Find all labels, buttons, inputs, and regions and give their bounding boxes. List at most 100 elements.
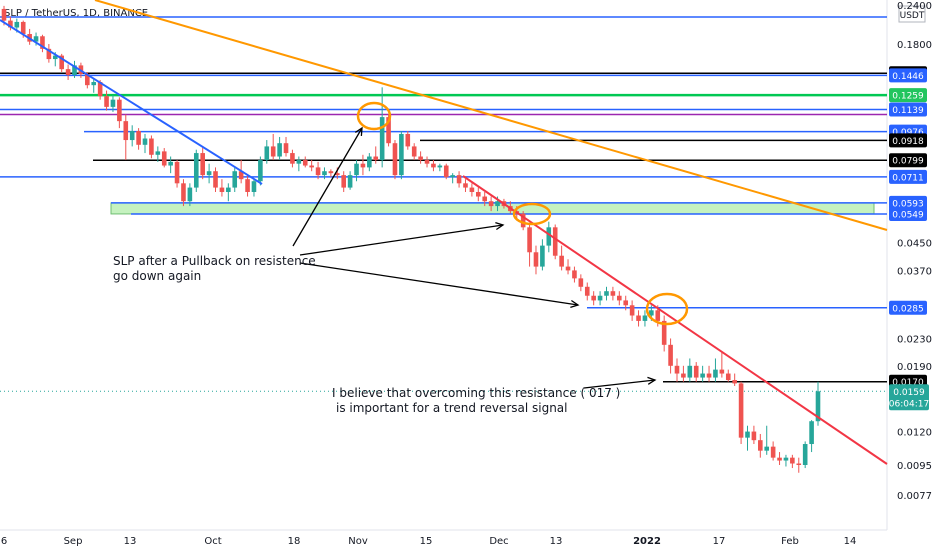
candle-body [687,365,693,378]
price-tick-label: 0.2400 [897,1,932,12]
candle-body [142,138,148,145]
candle-body [283,143,289,154]
candle-body [97,82,103,97]
candle-body [277,143,282,157]
candle-body [411,146,417,157]
candle-body [655,310,661,321]
candle-body [155,151,161,155]
candle-body [565,266,571,271]
highlight-circle [356,101,392,131]
price-tag-label: 0.0549 [892,210,924,220]
price-tag [889,195,927,210]
candle-body [405,133,411,147]
price-tag-label: 0.0918 [892,137,924,147]
time-tick-label: Nov [348,536,368,547]
candle-body [309,165,314,168]
candle-body [668,344,673,366]
candle-body [540,245,545,267]
candle-body [33,36,39,42]
currency-badge[interactable] [898,5,926,23]
last-price-tag [889,384,929,411]
candle-body [386,117,391,144]
candle-body [629,305,635,316]
price-tag-label: 0.0976 [892,128,924,138]
price-tag [889,300,927,315]
price-tag-label: 0.0593 [892,199,924,209]
price-tick-label: 0.0450 [897,238,932,249]
candle-body [72,65,77,75]
candle-body [399,133,404,176]
candle-body [482,196,488,202]
candle-body [270,146,276,157]
candle-body [238,171,244,180]
candle-body [315,167,321,176]
candle-body [129,131,135,141]
time-tick-label: Oct [204,536,221,547]
candle-body [322,171,327,176]
time-tick-label: 17 [713,536,726,547]
candle-body [161,151,167,166]
candle-body [713,369,718,378]
time-tick-label: 13 [550,536,563,547]
candle-body [661,320,667,345]
candle-body [681,373,686,378]
candle-body [85,73,90,86]
candle-body [181,183,186,202]
price-tick-label: 0.0095 [897,461,932,472]
candle-body [578,278,584,287]
price-tag [889,206,927,221]
candle-body [14,21,20,28]
candle-body [584,286,590,296]
candle-body [764,446,770,451]
price-tag-label: 0.0170 [892,378,924,388]
time-tick-label: Dec [489,536,508,547]
blue-trendline [0,19,263,185]
candle-body [104,96,109,107]
candle-body [290,153,295,164]
candle-body [495,201,500,207]
candle-body [8,20,13,28]
price-tick-label: 0.0230 [897,334,932,345]
candle-body [424,160,430,164]
candle-body [636,315,641,321]
time-tick-label: 13 [124,536,137,547]
arrow-head [570,299,580,308]
candle-body [379,117,385,161]
candle-body [360,163,366,168]
candle-body [20,21,26,35]
arrow-head [354,126,363,137]
candle-body [488,201,494,207]
time-tick-label: Sep [64,536,83,547]
price-tag-label: 0.1259 [892,92,924,102]
time-tick-label: 15 [420,536,433,547]
candle-body [758,440,763,451]
highlight-circle [645,292,689,326]
candle-body [533,252,539,267]
price-tag [889,169,927,184]
candle-body [302,160,308,166]
candle-body [91,82,97,86]
annotations-layer [292,101,689,389]
annotation-resistance-line2: is important for a trend reversal signal [336,401,568,415]
candle-body [367,156,372,168]
candle-body [431,163,436,168]
candle-body [443,165,449,178]
candle-body [604,291,609,296]
candle-body [392,143,398,176]
price-tag [889,88,927,103]
price-tag [889,133,927,148]
price-tick-label: 0.0190 [897,362,932,373]
arrow-to-pullback-2 [299,224,504,256]
time-tick-label: 6 [1,536,7,547]
candle-body [65,69,71,75]
candle-body [597,295,603,301]
time-tick-label: 18 [288,536,301,547]
candle-body [745,431,750,438]
arrow-to-pullback-1 [292,127,363,247]
price-tag [889,153,927,168]
candle-body [623,300,629,306]
candle-body [193,153,199,188]
horizontal-levels-layer [0,16,887,392]
